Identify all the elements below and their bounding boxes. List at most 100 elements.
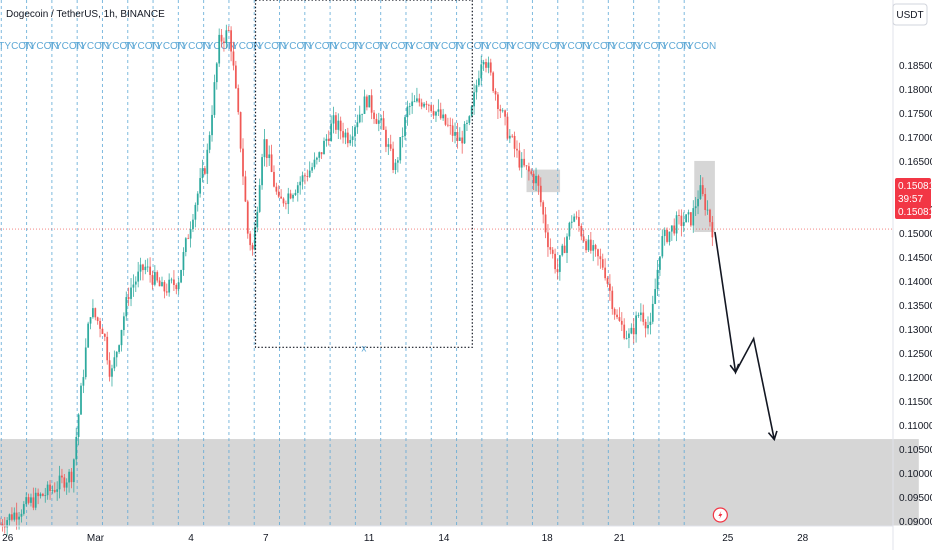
cycle-label: TYCON <box>656 41 691 52</box>
candle-body <box>463 123 466 144</box>
price-tick-label: 0.18500 <box>899 61 932 72</box>
cycle-label: TYCON <box>327 41 362 52</box>
candle-body <box>18 516 20 520</box>
candle-body <box>30 497 32 503</box>
price-tick-label: 0.17000 <box>899 133 932 144</box>
candle-body <box>539 185 542 203</box>
time-tick-label: 21 <box>614 533 626 544</box>
candle-body <box>165 291 168 293</box>
candle-body <box>92 308 94 318</box>
candle-body <box>270 154 273 172</box>
currency-button[interactable]: USDT <box>892 3 928 26</box>
candle-body <box>130 287 132 299</box>
candle-body <box>375 118 378 124</box>
candle-body <box>330 123 333 141</box>
candle-body <box>261 157 263 186</box>
candle-body <box>13 512 16 520</box>
candle-body <box>82 377 85 386</box>
candle-body <box>37 492 40 497</box>
price-badge: 0.15081 39:57 0.15081 <box>895 178 932 219</box>
candle-body <box>404 117 406 137</box>
cycle-label: TYCON <box>201 41 236 52</box>
candle-body <box>61 475 63 478</box>
candle-body <box>661 236 664 257</box>
candle-body <box>470 106 473 117</box>
candle-body <box>449 125 452 126</box>
candle-body <box>287 193 290 205</box>
candle-body <box>173 279 175 285</box>
price-tick-label: 0.15000 <box>899 229 932 240</box>
candles-layer <box>0 24 714 536</box>
candle-body <box>649 321 652 325</box>
time-tick-label: 26 <box>2 533 14 544</box>
candle-body <box>516 148 518 151</box>
supply-demand-zone <box>0 439 919 526</box>
candle-body <box>227 30 230 32</box>
candle-body <box>84 347 87 378</box>
candle-body <box>103 333 106 337</box>
candle-body <box>184 238 187 253</box>
candle-body <box>513 135 516 149</box>
time-tick-label: 25 <box>722 533 734 544</box>
candle-body <box>192 219 194 230</box>
candle-body <box>582 236 585 242</box>
candle-body <box>561 245 564 256</box>
candle-body <box>477 78 480 86</box>
arrowhead <box>767 430 778 442</box>
candle-body <box>697 198 699 207</box>
cycle-labels-layer: TYCONTYCONTYCONTYCONTYCONTYCONTYCONTYCON… <box>0 41 716 52</box>
candle-body <box>425 103 428 105</box>
price-tick-label: 0.13000 <box>899 325 932 336</box>
candle-body <box>547 232 549 248</box>
candle-body <box>242 148 244 177</box>
candle-body <box>132 284 135 288</box>
candle-body <box>99 320 101 329</box>
candle-body <box>46 484 49 496</box>
candle-body <box>535 175 537 184</box>
candle-body <box>182 252 185 271</box>
candle-body <box>673 225 676 234</box>
time-axis[interactable]: 26 Mar 4 7 11 14 18 21 25 28 <box>2 533 808 544</box>
candle-body <box>420 102 423 107</box>
candle-body <box>68 471 70 483</box>
candle-body <box>268 154 271 159</box>
candle-body <box>296 185 299 193</box>
candle-body <box>249 233 252 246</box>
price-tick-label: 0.11000 <box>899 421 932 432</box>
candle-body <box>354 127 356 137</box>
candle-body <box>711 222 714 238</box>
candle-body <box>327 138 330 141</box>
candle-body <box>351 136 354 140</box>
candle-body <box>570 221 573 223</box>
price-tick-label: 0.13500 <box>899 301 932 312</box>
candle-body <box>170 279 173 281</box>
candle-body <box>358 114 361 123</box>
candle-body <box>306 176 309 177</box>
candle-body <box>566 236 568 253</box>
cycle-label: TYCON <box>251 41 286 52</box>
candle-body <box>623 324 626 339</box>
candle-body <box>499 109 502 112</box>
candle-body <box>206 149 209 174</box>
candle-body <box>275 186 278 192</box>
cycle-label: TYCON <box>352 41 387 52</box>
candle-body <box>113 357 116 369</box>
candle-body <box>616 314 618 318</box>
candle-body <box>63 477 66 488</box>
price-tick-label: 0.10000 <box>899 469 932 480</box>
candle-body <box>325 138 328 141</box>
candle-body <box>506 116 509 139</box>
candle-body <box>639 312 642 315</box>
candle-body <box>518 150 521 168</box>
candle-body <box>520 158 523 168</box>
candle-body <box>44 495 47 496</box>
cycle-label: TYCON <box>175 41 210 52</box>
candle-body <box>508 135 511 139</box>
candle-body <box>437 109 440 112</box>
candle-body <box>442 114 445 119</box>
candle-body <box>537 175 540 186</box>
candle-body <box>482 62 485 65</box>
candle-body <box>346 132 349 144</box>
lightning-icon[interactable] <box>712 507 728 523</box>
